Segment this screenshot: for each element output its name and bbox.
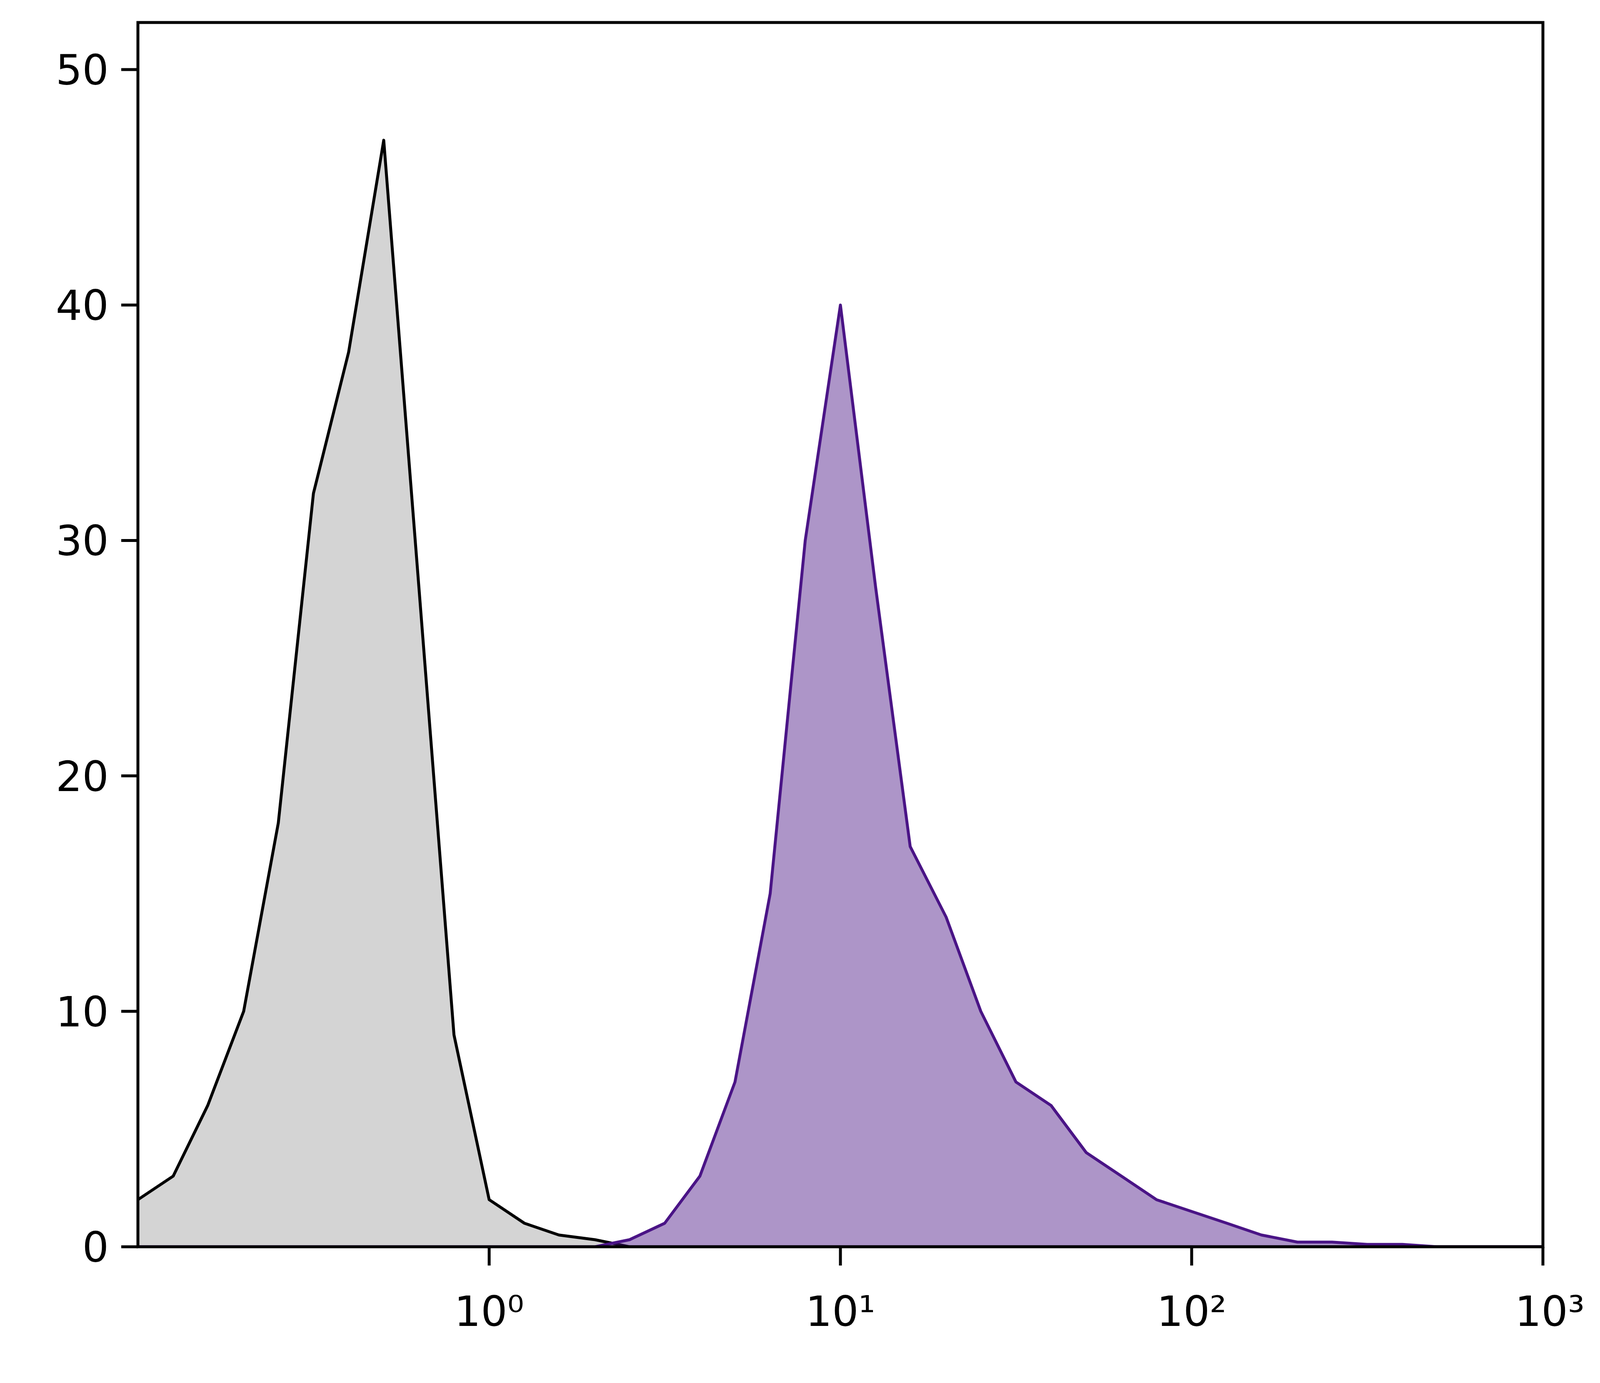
x-tick xyxy=(487,1247,491,1266)
x-tick-label: 10⁰ xyxy=(454,1287,524,1337)
x-tick xyxy=(839,1247,843,1266)
y-tick-label: 50 xyxy=(55,45,109,95)
y-tick xyxy=(121,68,138,72)
x-tick-label: 10¹ xyxy=(805,1287,875,1337)
series-group xyxy=(137,140,1543,1248)
y-tick xyxy=(121,1010,138,1013)
area-line xyxy=(137,140,1543,1248)
chart: 0 10 20 30 40 50 10⁰ 10¹ 10² 10³ xyxy=(0,0,1600,1383)
x-tick xyxy=(1190,1247,1194,1266)
y-tick xyxy=(121,539,138,543)
y-tick xyxy=(121,774,138,778)
y-tick-label: 0 xyxy=(82,1223,109,1273)
y-tick-label: 20 xyxy=(55,752,109,802)
x-tick-label: 10² xyxy=(1156,1287,1227,1337)
y-tick xyxy=(121,1245,138,1249)
y-tick-label: 40 xyxy=(55,281,109,330)
x-tick-label: 10³ xyxy=(1515,1287,1585,1337)
area-fill xyxy=(137,140,1543,1248)
y-tick xyxy=(121,303,138,307)
area-line xyxy=(137,305,1543,1248)
y-tick-label: 30 xyxy=(55,516,109,566)
area-fill xyxy=(137,305,1543,1248)
y-tick-label: 10 xyxy=(55,987,109,1037)
plot-frame xyxy=(137,22,1543,1248)
x-tick xyxy=(1541,1247,1545,1266)
